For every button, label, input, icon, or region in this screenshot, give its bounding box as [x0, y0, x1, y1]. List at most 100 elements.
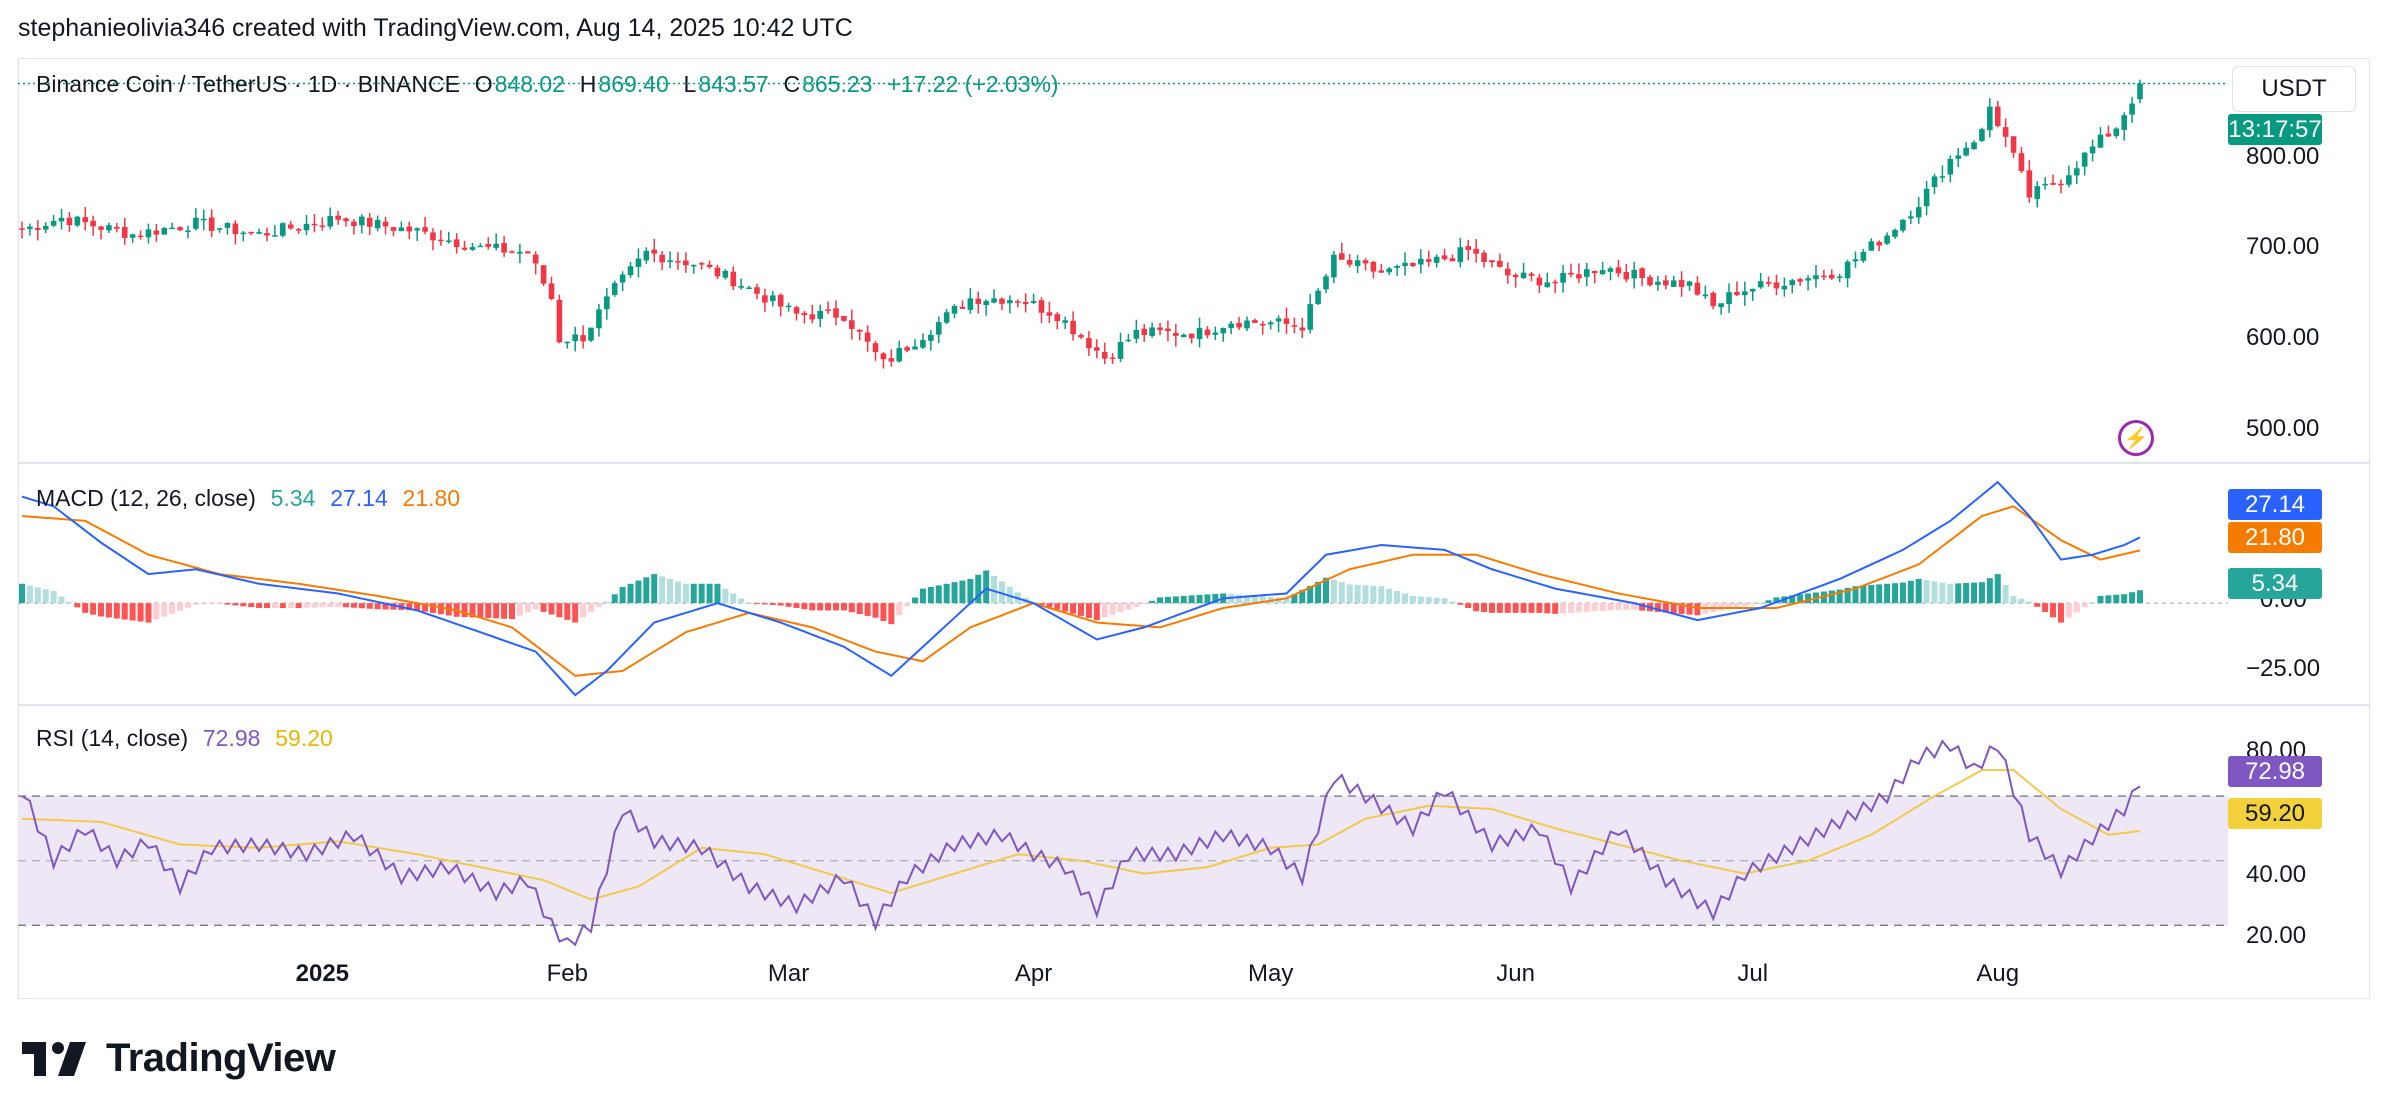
candle-body: [145, 229, 152, 238]
candle-body: [137, 235, 144, 238]
candle-body: [2129, 103, 2135, 115]
candle-body: [1663, 280, 1669, 286]
macd-histogram-bar: [1512, 603, 1519, 613]
macd-histogram-bar: [1694, 603, 1701, 616]
candle-body: [1109, 357, 1116, 360]
candle-body: [1512, 274, 1519, 278]
candle-body: [1078, 335, 1084, 338]
tradingview-logo[interactable]: TradingView: [22, 1036, 336, 1081]
macd-histogram-bar: [983, 570, 990, 604]
macd-histogram-bar: [145, 603, 152, 623]
candle-body: [1394, 265, 1400, 268]
candle-body: [928, 334, 934, 341]
candle-body: [738, 286, 744, 288]
macd-histogram-bar: [1884, 583, 1891, 604]
rsi-tick: 40.00: [2246, 861, 2307, 888]
macd-histogram-bar: [548, 603, 555, 615]
macd-histogram-bar: [1789, 595, 1796, 604]
macd-histogram-bar: [1488, 603, 1495, 613]
candle-body: [1915, 207, 1922, 218]
macd-histogram-bar: [690, 583, 697, 604]
macd-histogram-bar: [1670, 603, 1677, 614]
macd-histogram-bar: [1947, 583, 1954, 604]
candle-body: [129, 234, 136, 238]
candle-body: [604, 296, 610, 310]
candle-body: [406, 226, 413, 232]
candle-body: [1354, 260, 1361, 266]
macd-histogram-bar: [1567, 603, 1574, 613]
candle-body: [1955, 155, 1962, 159]
macd-histogram-bar: [1157, 597, 1164, 604]
macd-histogram-bar: [1955, 583, 1962, 604]
candle-body: [82, 217, 89, 223]
candle-body: [1828, 274, 1835, 279]
macd-histogram-bar: [1520, 603, 1527, 613]
rsi-badge: 72.98: [2228, 756, 2322, 787]
candle-body: [959, 306, 966, 309]
candle-body: [485, 243, 492, 247]
macd-histogram-bar: [1765, 600, 1772, 604]
macd-histogram-bar: [501, 603, 508, 619]
macd-histogram-bar: [864, 603, 871, 616]
rsi-ma-value: 59.20: [275, 725, 333, 751]
candle-body: [1892, 229, 1898, 237]
candle-body: [651, 249, 658, 254]
macd-histogram-bar: [1409, 595, 1416, 604]
x-tick-label: May: [1247, 960, 1294, 987]
candle-body: [730, 271, 737, 287]
candle-body: [793, 307, 800, 314]
candle-body: [366, 218, 373, 227]
candle-body: [1180, 334, 1187, 338]
macd-histogram-bar: [1915, 578, 1922, 604]
macd-histogram-bar: [105, 603, 112, 618]
macd-histogram-bar: [1978, 582, 1985, 604]
candle-body: [1473, 248, 1479, 254]
macd-histogram-bar: [2105, 595, 2112, 604]
candle-body: [1742, 291, 1748, 296]
macd-histogram-bar: [350, 603, 357, 608]
candle-body: [1971, 142, 1977, 150]
candle-body: [1030, 301, 1037, 304]
macd-histogram-bar: [169, 603, 176, 614]
macd-histogram-bar: [1686, 603, 1693, 615]
candle-body: [524, 251, 531, 254]
macd-histogram-bar: [1994, 574, 2001, 604]
candle-body: [1315, 290, 1321, 305]
candle-body: [185, 230, 191, 232]
candle-body: [864, 332, 871, 342]
macd-histogram-bar: [429, 603, 436, 613]
candle-body: [872, 343, 879, 353]
macd-histogram-bar: [34, 587, 41, 604]
candle-body: [287, 224, 294, 229]
price-tick: 700.00: [2246, 233, 2320, 260]
rsi-title[interactable]: RSI (14, close): [36, 725, 189, 751]
macd-histogram-bar: [611, 594, 618, 604]
macd-histogram-bar: [1575, 603, 1582, 613]
candle-body: [295, 229, 302, 231]
macd-histogram-bar: [1733, 603, 1740, 608]
candle-body: [224, 223, 231, 228]
macd-histogram-bar: [461, 603, 468, 618]
currency-selector[interactable]: USDT: [2232, 66, 2356, 112]
macd-histogram-bar: [896, 603, 903, 616]
macd-histogram-bar: [1299, 590, 1306, 604]
candle-body: [240, 232, 247, 235]
macd-histogram-bar: [422, 603, 429, 612]
macd-title[interactable]: MACD (12, 26, close): [36, 485, 256, 511]
lightning-icon[interactable]: ⚡: [2118, 420, 2154, 456]
candle-body: [769, 295, 776, 301]
macd-histogram-bar: [1797, 594, 1804, 604]
macd-histogram-bar: [872, 603, 879, 618]
candle-body: [2058, 183, 2064, 186]
candle-body: [256, 232, 262, 234]
candle-body: [1576, 274, 1582, 279]
macd-histogram-bar: [919, 588, 926, 604]
symbol-title[interactable]: Binance Coin / TetherUS · 1D · BINANCE: [36, 71, 460, 97]
macd-histogram-bar: [1599, 603, 1606, 611]
macd-histogram-bar: [271, 603, 278, 608]
macd-histogram-bar: [1038, 603, 1045, 606]
candle-body: [453, 239, 460, 248]
candle-body: [2018, 153, 2025, 172]
macd-histogram-bar: [1544, 603, 1551, 614]
